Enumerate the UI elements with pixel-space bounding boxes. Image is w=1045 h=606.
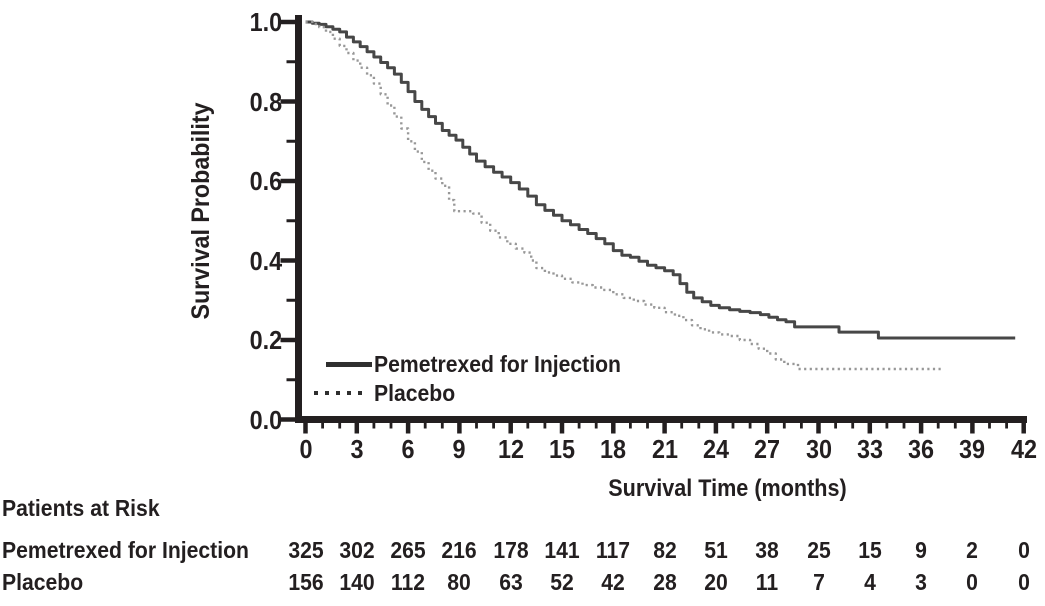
risk-count: 51 [704, 537, 728, 563]
x-tick-label: 3 [350, 434, 364, 464]
x-tick-label: 39 [959, 434, 986, 464]
x-tick-label: 0 [298, 434, 313, 464]
y-tick-label: 0.0 [234, 406, 282, 434]
risk-count: 15 [858, 537, 882, 563]
risk-count: 0 [966, 569, 979, 595]
risk-count: 52 [550, 569, 574, 595]
risk-count: 20 [704, 569, 728, 595]
risk-count: 25 [806, 537, 831, 563]
risk-count: 0 [1017, 569, 1030, 595]
y-tick-label: 1.0 [234, 8, 282, 36]
risk-count: 140 [339, 569, 375, 595]
legend-solid-line-sample [326, 362, 372, 367]
legend-label-pemetrexed: Pemetrexed for Injection [374, 351, 621, 377]
risk-count: 82 [652, 537, 677, 563]
x-tick-label: 24 [702, 434, 729, 464]
risk-count: 28 [652, 569, 677, 595]
y-tick-label-text: 0.2 [249, 325, 282, 355]
x-tick-label: 30 [805, 434, 832, 464]
risk-count: 216 [441, 537, 478, 563]
risk-count: 80 [447, 569, 472, 595]
survival-curve-pemetrexed [305, 20, 1016, 340]
x-axis-title-text: Survival Time (months) [607, 475, 847, 502]
risk-count: 156 [287, 569, 324, 595]
x-tick-label: 6 [401, 434, 415, 464]
risk-count: 112 [391, 569, 426, 595]
risk-count: 7 [812, 569, 825, 595]
x-tick-label: 21 [651, 434, 678, 464]
risk-count: 4 [863, 569, 876, 595]
x-tick-label: 33 [856, 434, 883, 464]
risk-count: 2 [966, 537, 979, 563]
risk-count: 141 [544, 537, 580, 563]
risk-count: 42 [601, 569, 626, 595]
risk-count: 63 [498, 569, 523, 595]
y-tick-label: 0.8 [234, 88, 282, 116]
risk-count: 3 [915, 569, 927, 595]
x-tick-label: 27 [754, 434, 781, 464]
y-tick-label-text: 1.0 [249, 7, 282, 37]
y-axis-title: Survival Probability [187, 102, 215, 320]
patients-at-risk-title: Patients at Risk [2, 495, 160, 521]
y-tick-label-text: 0.0 [249, 404, 282, 435]
y-tick-label-text: 0.4 [249, 245, 282, 276]
legend-dotted-line-sample [314, 391, 369, 395]
y-tick-label: 0.4 [234, 247, 282, 275]
y-tick-label: 0.2 [234, 326, 282, 354]
survival-curve-placebo [305, 20, 942, 371]
risk-count: 0 [1017, 537, 1030, 563]
x-tick-label: 42 [1010, 434, 1037, 464]
risk-count: 9 [915, 537, 927, 563]
y-tick-label-text: 0.6 [249, 166, 282, 196]
risk-row-label-pemetrexed: Pemetrexed for Injection [2, 537, 249, 563]
x-tick-label: 18 [600, 434, 627, 464]
legend-label-placebo: Placebo [374, 380, 456, 406]
y-tick-label: 0.6 [234, 167, 282, 195]
x-tick-label: 15 [548, 434, 576, 464]
risk-count: 38 [755, 537, 779, 563]
x-tick-label: 36 [908, 434, 935, 464]
risk-count: 178 [493, 537, 529, 563]
risk-row-label-placebo: Placebo [2, 569, 84, 595]
risk-count: 265 [390, 537, 426, 563]
x-tick-label: 9 [452, 434, 466, 464]
risk-count: 117 [596, 537, 631, 563]
x-axis-title: Survival Time (months) [577, 475, 877, 503]
x-tick-label: 12 [497, 434, 524, 464]
risk-count: 325 [287, 537, 324, 563]
risk-count: 302 [339, 537, 375, 563]
risk-count: 11 [755, 569, 779, 595]
y-tick-label-text: 0.8 [249, 86, 282, 117]
